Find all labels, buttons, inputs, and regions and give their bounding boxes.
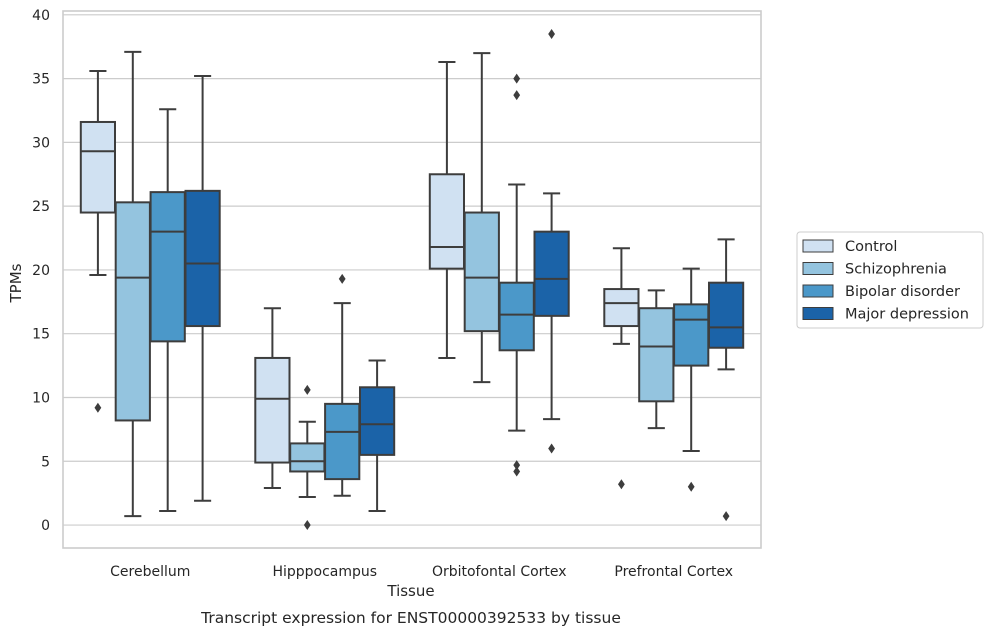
x-tick-labels: Cerebellum Hipppocampus Orbitofontal Corte… bbox=[110, 564, 733, 580]
box bbox=[603, 288, 640, 328]
box-group bbox=[463, 52, 500, 384]
legend-label: Major depression bbox=[845, 307, 969, 323]
x-axis-label: Tissue bbox=[386, 582, 434, 600]
legend-label: Control bbox=[845, 239, 897, 255]
y-tick-labels: 0 5 10 15 20 25 30 35 40 bbox=[32, 8, 50, 534]
box bbox=[79, 120, 117, 214]
box bbox=[463, 211, 500, 333]
box bbox=[149, 191, 186, 343]
y-tick-label: 0 bbox=[41, 518, 50, 534]
outlier-point bbox=[513, 90, 521, 101]
box bbox=[324, 402, 361, 481]
legend-label: Schizophrenia bbox=[845, 262, 947, 278]
box-group bbox=[324, 273, 361, 497]
outlier-point bbox=[338, 273, 346, 284]
legend-swatch bbox=[802, 307, 834, 320]
chart-caption: Transcript expression for ENST0000039253… bbox=[200, 609, 621, 627]
y-tick-label: 15 bbox=[32, 327, 50, 343]
box-group bbox=[358, 359, 396, 513]
box bbox=[673, 303, 710, 367]
box-group bbox=[184, 75, 221, 502]
legend-swatch bbox=[802, 239, 834, 253]
legend-label: Bipolar disorder bbox=[845, 284, 960, 300]
box bbox=[184, 189, 221, 328]
box-group bbox=[149, 108, 186, 513]
outlier-point bbox=[303, 384, 311, 395]
x-tick-label: Orbitofontal Cortex bbox=[432, 564, 567, 580]
outlier-point bbox=[687, 481, 695, 492]
outlier-point bbox=[722, 511, 730, 522]
box bbox=[114, 201, 151, 422]
y-tick-label: 5 bbox=[41, 454, 50, 470]
y-tick-label: 30 bbox=[32, 135, 50, 151]
outlier-point bbox=[94, 402, 102, 413]
x-tick-label: Prefrontal Cortex bbox=[614, 564, 733, 580]
box-plot-series bbox=[79, 28, 745, 531]
box-group bbox=[638, 289, 675, 430]
plot-frame bbox=[62, 10, 762, 549]
box bbox=[498, 281, 535, 352]
legend: Control Schizophrenia Bipolar disorder Majo… bbox=[796, 231, 984, 329]
y-tick-label: 10 bbox=[32, 390, 50, 406]
box bbox=[638, 307, 675, 403]
y-tick-label: 40 bbox=[32, 8, 50, 24]
box-group bbox=[707, 238, 745, 522]
box-group bbox=[428, 61, 466, 359]
box bbox=[707, 281, 745, 349]
box-group bbox=[79, 69, 117, 413]
box-group bbox=[114, 50, 151, 518]
outlier-point bbox=[513, 460, 521, 471]
box bbox=[254, 356, 291, 464]
box bbox=[428, 173, 466, 270]
y-axis-label: TPMs bbox=[7, 263, 25, 303]
y-tick-label: 25 bbox=[32, 199, 50, 215]
outlier-point bbox=[513, 466, 521, 477]
box-group bbox=[289, 384, 326, 531]
outlier-point bbox=[618, 479, 625, 490]
box-group bbox=[498, 73, 535, 477]
legend-swatch bbox=[802, 284, 834, 298]
outlier-point bbox=[548, 28, 555, 39]
box-group bbox=[673, 267, 710, 492]
box bbox=[358, 386, 396, 456]
box bbox=[533, 230, 570, 317]
box bbox=[289, 442, 326, 473]
y-tick-label: 35 bbox=[32, 72, 50, 88]
outlier-point bbox=[303, 520, 311, 531]
legend-swatch bbox=[802, 262, 834, 275]
x-tick-label: Cerebellum bbox=[110, 564, 190, 580]
box-group bbox=[603, 247, 640, 490]
legend-frame bbox=[796, 231, 984, 329]
outlier-point bbox=[513, 73, 521, 84]
x-tick-label: Hipppocampus bbox=[272, 564, 377, 580]
box-group bbox=[254, 307, 291, 490]
outlier-point bbox=[548, 443, 555, 454]
y-tick-label: 20 bbox=[32, 263, 50, 279]
box-group bbox=[533, 28, 570, 454]
